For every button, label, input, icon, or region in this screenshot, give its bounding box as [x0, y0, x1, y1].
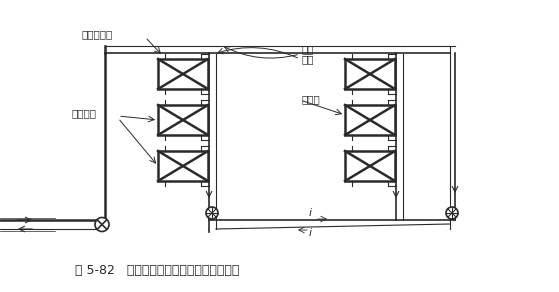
Text: 凝结水: 凝结水 — [302, 94, 321, 104]
Circle shape — [206, 207, 218, 219]
Text: 手动放风门: 手动放风门 — [82, 29, 113, 39]
Bar — [158, 59, 208, 89]
Bar — [345, 59, 395, 89]
Bar — [158, 105, 208, 135]
Bar — [345, 151, 395, 181]
Text: 图 5-82   下供下回异程空调水管道系统图式: 图 5-82 下供下回异程空调水管道系统图式 — [75, 264, 239, 277]
Text: 回水: 回水 — [302, 44, 315, 54]
Text: i: i — [309, 208, 311, 218]
Bar — [345, 105, 395, 135]
Text: 供水: 供水 — [302, 54, 315, 64]
Text: i: i — [309, 228, 311, 238]
Circle shape — [95, 218, 109, 232]
Circle shape — [446, 207, 458, 219]
Text: 空调设备: 空调设备 — [72, 108, 97, 118]
Bar — [158, 151, 208, 181]
